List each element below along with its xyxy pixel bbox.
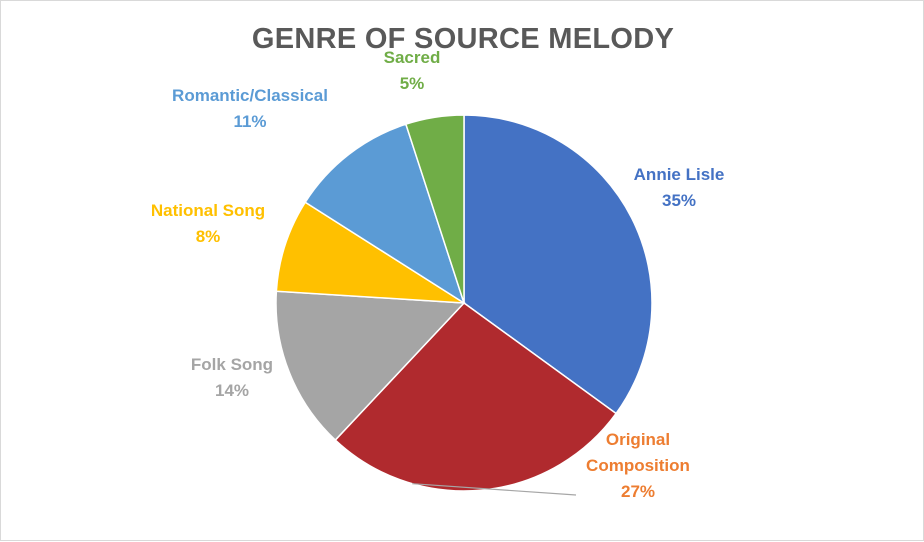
pie-slices [275, 114, 653, 492]
data-label-name: Annie Lisle [634, 165, 725, 184]
data-label-percent: 14% [215, 381, 249, 400]
pie-slice-original-composition [334, 302, 618, 492]
data-label-name: Folk Song [191, 355, 273, 374]
data-label-percent: 27% [621, 482, 655, 501]
data-label-percent: 35% [662, 191, 696, 210]
data-label-name: Original [606, 430, 670, 449]
data-label-original-composition: Original Composition 27% [586, 430, 690, 501]
pie-slice-romantic-classical [304, 123, 466, 305]
pie-slice-sacred [404, 114, 465, 304]
data-label-name: Romantic/Classical [172, 86, 328, 105]
pie-slice-national-song [275, 201, 465, 304]
data-label-percent: 8% [196, 227, 221, 246]
data-label-name: Composition [586, 456, 690, 475]
chart-title: GENRE OF SOURCE MELODY [251, 23, 675, 55]
data-label-national-song: National Song 8% [151, 201, 265, 246]
data-label-percent: 5% [400, 74, 425, 93]
pie-slice-annie-lisle [463, 114, 653, 415]
data-label-romantic-classical: Romantic/Classical 11% [172, 86, 328, 131]
data-label-sacred: Sacred 5% [384, 48, 441, 93]
leader-lines [412, 483, 577, 496]
leader-line-original-composition [412, 483, 577, 496]
data-label-percent: 11% [233, 112, 266, 131]
data-label-name: National Song [151, 201, 265, 220]
pie-slice-folk-song [275, 290, 466, 442]
data-label-annie-lisle: Annie Lisle 35% [634, 165, 725, 210]
data-label-folk-song: Folk Song 14% [191, 355, 273, 400]
data-labels: Annie Lisle 35% Original Composition 27% Folk… [151, 48, 724, 501]
data-label-name: Sacred [384, 48, 441, 67]
